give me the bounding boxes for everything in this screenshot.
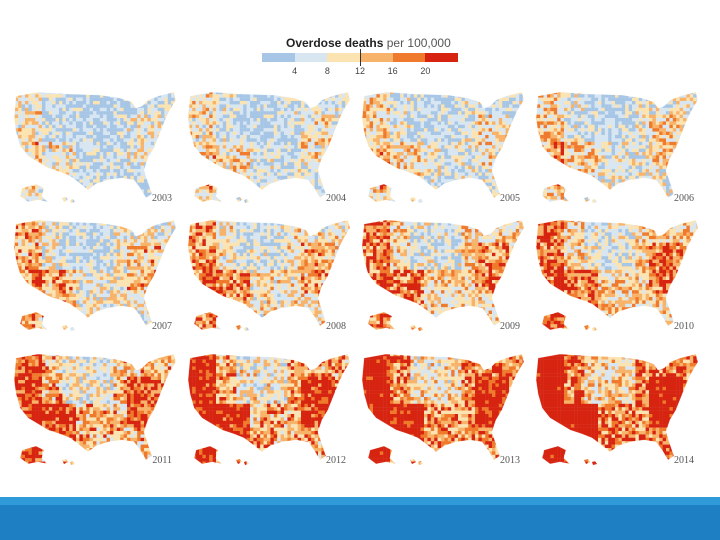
county-map-2013: 2013 xyxy=(356,346,528,468)
county-map-2005: 2005 xyxy=(356,84,528,206)
map-year-label: 2008 xyxy=(326,321,346,332)
legend-title: Overdose deaths per 100,000 xyxy=(286,36,451,50)
legend-ticks: 4 8 12 16 20 xyxy=(262,66,458,80)
legend-tick-label: 4 xyxy=(292,66,297,76)
legend-tick-label: 16 xyxy=(388,66,398,76)
legend-swatch xyxy=(360,53,393,62)
footer-band xyxy=(0,505,720,540)
legend-color-scale xyxy=(262,53,459,62)
legend-unit: per 100,000 xyxy=(387,36,451,50)
legend-title-text: Overdose deaths xyxy=(286,36,383,50)
county-map-2004: 2004 xyxy=(182,84,354,206)
county-map-2007: 2007 xyxy=(8,212,180,334)
map-year-label: 2014 xyxy=(674,455,694,466)
legend-swatch xyxy=(327,53,361,62)
legend-swatch xyxy=(392,53,426,62)
county-map-2014: 2014 xyxy=(530,346,702,468)
county-map-2010: 2010 xyxy=(530,212,702,334)
county-map-2003: 2003 xyxy=(8,84,180,206)
map-year-label: 2010 xyxy=(674,321,694,332)
us-map-svg xyxy=(13,91,177,203)
map-year-label: 2013 xyxy=(500,455,520,466)
us-map-svg xyxy=(13,219,177,331)
us-map-svg xyxy=(361,353,525,465)
legend-swatch xyxy=(425,53,459,62)
footer-band-accent xyxy=(0,497,720,505)
us-map-svg xyxy=(361,91,525,203)
county-map-2006: 2006 xyxy=(530,84,702,206)
legend-tick-label: 20 xyxy=(420,66,430,76)
map-year-label: 2012 xyxy=(326,455,346,466)
us-map-svg xyxy=(535,353,699,465)
map-legend: Overdose deaths per 100,000 4 8 12 16 20 xyxy=(262,32,462,82)
map-year-label: 2009 xyxy=(500,321,520,332)
county-map-2011: 2011 xyxy=(8,346,180,468)
county-map-2008: 2008 xyxy=(182,212,354,334)
legend-tick-label: 12 xyxy=(355,66,365,76)
us-map-svg xyxy=(535,91,699,203)
us-map-svg xyxy=(187,91,351,203)
us-map-svg xyxy=(361,219,525,331)
legend-tick-label: 8 xyxy=(325,66,330,76)
map-year-label: 2005 xyxy=(500,193,520,204)
map-year-label: 2007 xyxy=(152,321,172,332)
us-map-svg xyxy=(187,219,351,331)
county-map-2009: 2009 xyxy=(356,212,528,334)
legend-swatch xyxy=(294,53,328,62)
legend-swatch xyxy=(262,53,295,62)
us-map-svg xyxy=(187,353,351,465)
map-year-label: 2003 xyxy=(152,193,172,204)
legend-threshold-mark xyxy=(360,49,361,66)
us-map-svg xyxy=(13,353,177,465)
map-year-label: 2011 xyxy=(152,455,172,466)
county-map-2012: 2012 xyxy=(182,346,354,468)
map-year-label: 2006 xyxy=(674,193,694,204)
us-map-svg xyxy=(535,219,699,331)
map-year-label: 2004 xyxy=(326,193,346,204)
